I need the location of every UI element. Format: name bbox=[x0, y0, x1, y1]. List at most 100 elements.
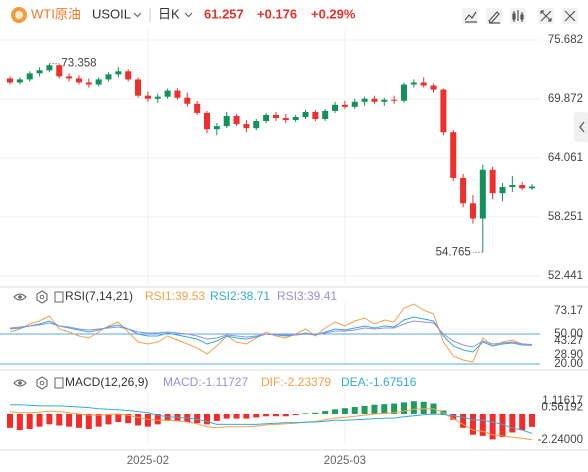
histogram-bar bbox=[85, 413, 92, 429]
histogram-bar bbox=[26, 413, 33, 429]
symbol-name[interactable]: WTI原油 bbox=[31, 6, 81, 21]
legend-entry: RSI1:39.53 bbox=[145, 289, 205, 303]
histogram-bar bbox=[282, 413, 289, 417]
histogram-bar bbox=[312, 412, 319, 414]
settings-icon[interactable] bbox=[36, 376, 48, 390]
macd-line bbox=[10, 404, 533, 434]
candle-body bbox=[509, 185, 516, 188]
histogram-bar bbox=[233, 413, 240, 419]
rsi-line bbox=[9, 320, 533, 348]
last-price: 61.257 bbox=[204, 6, 244, 21]
histogram-bar bbox=[519, 413, 526, 431]
candle-body bbox=[263, 114, 270, 122]
histogram-bar bbox=[450, 413, 457, 420]
chart-type-icon bbox=[512, 10, 524, 22]
candle-body bbox=[36, 70, 43, 74]
settings-icon[interactable] bbox=[36, 290, 48, 304]
histogram-bar bbox=[135, 413, 142, 426]
y-tick-label: 28.90 bbox=[554, 349, 583, 361]
histogram-bar bbox=[204, 413, 210, 425]
histogram-bar bbox=[213, 413, 220, 421]
period-dropdown[interactable] bbox=[184, 12, 193, 18]
legend-entry: MACD:-1.11727 bbox=[163, 375, 248, 389]
extreme-label: 54.765 bbox=[436, 246, 471, 258]
histogram-bar bbox=[56, 413, 63, 426]
candle-body bbox=[322, 110, 329, 120]
histogram-bar bbox=[125, 413, 132, 424]
candle-body bbox=[519, 185, 526, 189]
y-tick-label: 73.17 bbox=[554, 305, 583, 317]
histogram-bar bbox=[469, 413, 476, 435]
candle-body bbox=[194, 103, 201, 113]
header: WTI原油 USOIL 日K 61.257 +0.176 +0.29% bbox=[11, 6, 578, 24]
histogram-bar bbox=[509, 413, 516, 433]
histogram-bar bbox=[36, 413, 43, 427]
candle-body bbox=[95, 79, 102, 85]
histogram-bar bbox=[420, 401, 427, 414]
macd-title: MACD(12,26,9) bbox=[65, 375, 148, 389]
candle-body bbox=[302, 111, 309, 117]
histogram-bar bbox=[440, 410, 447, 414]
histogram-bar bbox=[115, 413, 122, 423]
histogram-bar bbox=[410, 401, 417, 414]
candle-body bbox=[371, 98, 378, 102]
candle-body bbox=[174, 90, 181, 98]
y-tick-label: 69.872 bbox=[548, 93, 583, 105]
candle-body bbox=[135, 79, 142, 96]
extreme-label: 73.358 bbox=[61, 58, 96, 70]
candle-body bbox=[272, 114, 279, 119]
candle-body bbox=[332, 104, 339, 111]
histogram-bar bbox=[164, 413, 171, 421]
legend-entry: DIF:-2.23379 bbox=[261, 375, 331, 389]
x-tick-label: 2025-02 bbox=[127, 455, 169, 467]
histogram-bar bbox=[489, 413, 496, 440]
indicator-box bbox=[54, 377, 64, 389]
histogram-bar bbox=[16, 413, 23, 431]
side-tab-arrow bbox=[579, 121, 585, 133]
histogram-bar bbox=[263, 413, 270, 417]
candle-body bbox=[125, 71, 132, 80]
candle-body bbox=[204, 112, 210, 130]
histogram-bar bbox=[371, 404, 378, 414]
eye-icon[interactable] bbox=[13, 293, 27, 301]
histogram-bar bbox=[322, 411, 329, 414]
symbol-code[interactable]: USOIL bbox=[92, 6, 131, 21]
candle-body bbox=[381, 99, 388, 102]
histogram-bar bbox=[292, 413, 299, 416]
rsi-header: RSI(7,14,21) RSI1:39.53 RSI2:38.71 RSI3:… bbox=[13, 289, 337, 304]
histogram-bar bbox=[154, 413, 161, 425]
y-tick-label: 0.56192 bbox=[541, 401, 583, 413]
histogram-bar bbox=[66, 413, 73, 427]
histogram-bar bbox=[529, 413, 536, 427]
price-change-pct: +0.29% bbox=[311, 6, 356, 21]
period[interactable]: 日K bbox=[158, 6, 180, 21]
histogram-bar bbox=[361, 405, 368, 414]
histogram-bar bbox=[460, 413, 467, 428]
x-tick-label: 2025-03 bbox=[324, 455, 366, 467]
histogram-bar bbox=[302, 413, 309, 414]
histogram-bar bbox=[351, 407, 358, 414]
candle-body bbox=[144, 95, 151, 99]
symbol-dropdown[interactable] bbox=[133, 12, 142, 18]
side-tab[interactable] bbox=[574, 112, 588, 142]
histogram-bar bbox=[95, 413, 102, 427]
candle-body bbox=[450, 132, 457, 178]
y-tick-label: 43.27 bbox=[554, 335, 583, 347]
close-icon bbox=[564, 10, 576, 22]
candle-body bbox=[469, 203, 476, 219]
histogram-bar bbox=[75, 413, 82, 428]
macd-header: MACD(12,26,9) MACD:-1.11727 DIF:-2.23379… bbox=[13, 375, 417, 390]
candle-body bbox=[253, 121, 260, 129]
candle-body bbox=[56, 65, 63, 77]
candle-body bbox=[223, 115, 230, 127]
indicator-icon bbox=[464, 11, 477, 23]
candle-body bbox=[410, 82, 417, 85]
eye-icon[interactable] bbox=[13, 379, 27, 387]
candle-body bbox=[282, 118, 289, 121]
candle-body bbox=[105, 74, 112, 80]
histogram-bar bbox=[401, 402, 407, 414]
histogram-bar bbox=[144, 413, 151, 427]
candle-body bbox=[46, 65, 53, 71]
y-tick-label: 58.251 bbox=[548, 211, 583, 223]
candle-body bbox=[164, 90, 171, 97]
